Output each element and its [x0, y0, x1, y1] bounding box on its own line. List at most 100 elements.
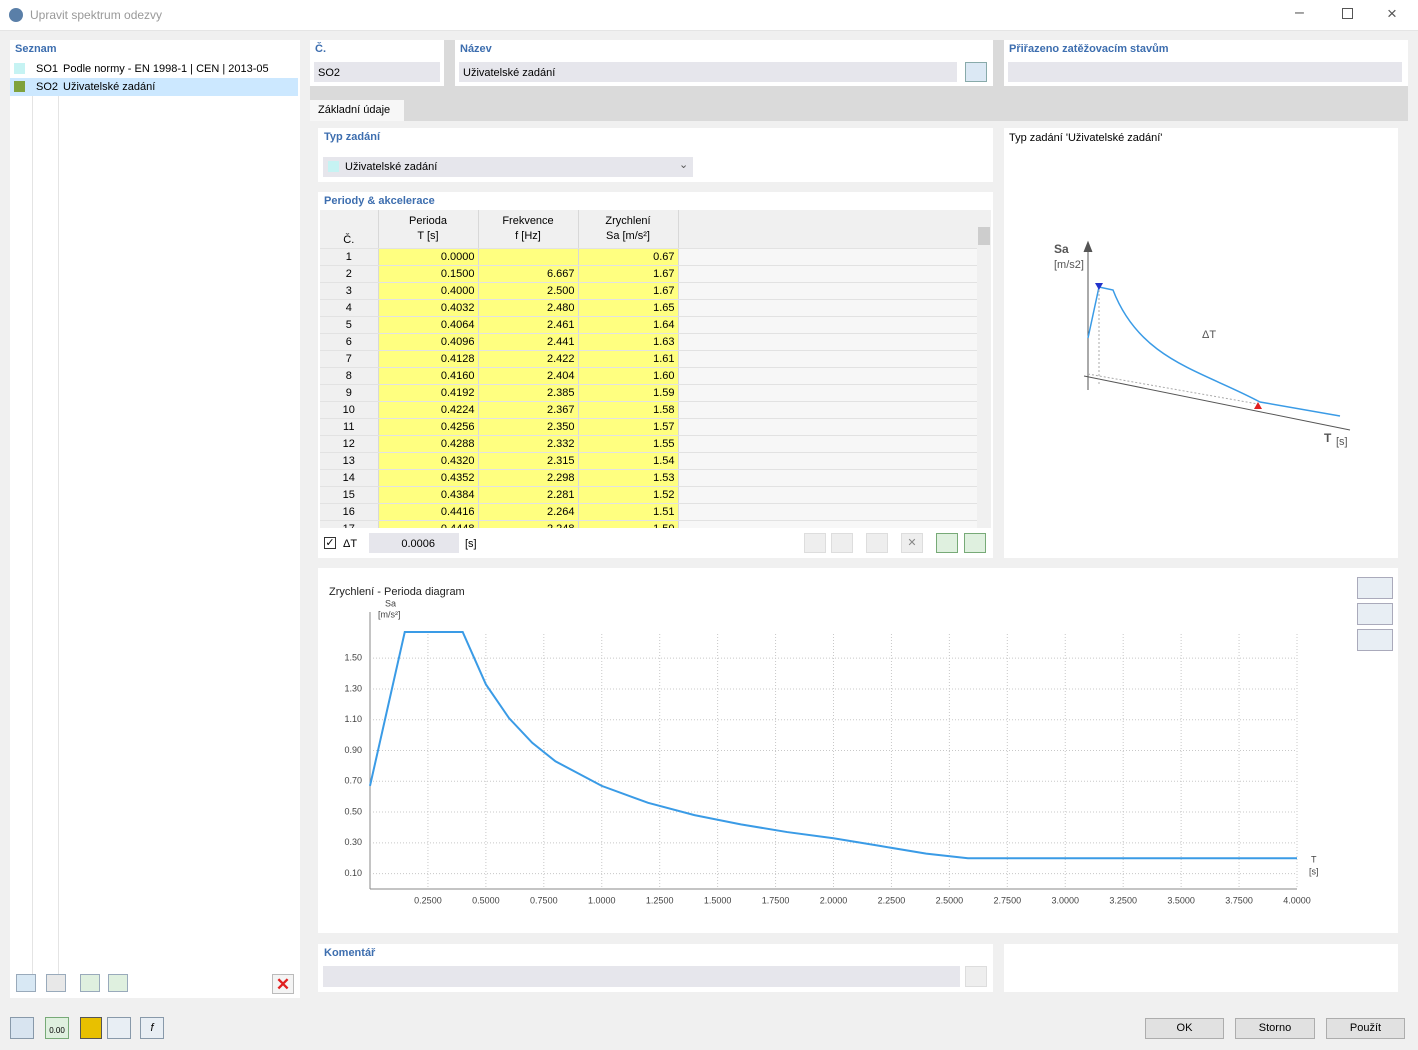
- table-cell: 1.52: [578, 486, 679, 504]
- title-bar: Upravit spektrum odezvy – ×: [0, 0, 1418, 31]
- maximize[interactable]: [1342, 8, 1353, 19]
- table-cell: 2.332: [478, 435, 579, 453]
- new-button[interactable]: [16, 974, 36, 992]
- header-text: f [Hz]: [515, 230, 541, 242]
- table-cell: [478, 248, 579, 266]
- table-cell: 0.4160: [378, 367, 479, 385]
- table-row: 15 0.4384 2.281 1.52: [320, 486, 977, 504]
- tool-button[interactable]: [866, 533, 888, 553]
- table-cell: 1.55: [578, 435, 679, 453]
- table-row: 14 0.4352 2.298 1.53: [320, 469, 977, 487]
- type-label: Typ zadání: [324, 131, 381, 143]
- table-cell: 11: [320, 418, 379, 436]
- table-cell: 2.441: [478, 333, 579, 351]
- table-panel: Periody & akcelerace Č. Perioda T [s] Frekv…: [318, 192, 993, 558]
- scrollbar[interactable]: [977, 210, 991, 528]
- header-cell: Zrychlení Sa [m/s²]: [578, 210, 679, 249]
- table-row: 3 0.4000 2.500 1.67: [320, 282, 977, 300]
- table-cell: 6.667: [478, 265, 579, 283]
- table-cell: [678, 282, 977, 300]
- tab[interactable]: Základní údaje: [310, 100, 404, 121]
- table-cell: [678, 333, 977, 351]
- table-cell: 1.51: [578, 503, 679, 521]
- list-item[interactable]: SO2 Uživatelské zadání: [10, 78, 298, 96]
- units-button[interactable]: 0.00: [45, 1017, 69, 1039]
- table-cell: 2.385: [478, 384, 579, 402]
- close[interactable]: ×: [1387, 4, 1397, 23]
- comment-button[interactable]: [965, 966, 987, 987]
- table-cell: 6: [320, 333, 379, 351]
- table-cell: 2: [320, 265, 379, 283]
- comment-label: Komentář: [324, 947, 376, 959]
- apply-button[interactable]: Použít: [1326, 1018, 1405, 1039]
- uncheck-button[interactable]: [108, 974, 128, 992]
- list-label: Uživatelské zadání: [63, 81, 156, 93]
- color-button[interactable]: [80, 1017, 102, 1039]
- minimize[interactable]: –: [1295, 4, 1304, 21]
- table-cell: 2.281: [478, 486, 579, 504]
- name-field[interactable]: Uživatelské zadání: [459, 62, 957, 82]
- export-button[interactable]: [964, 533, 986, 553]
- header-text: Č.: [343, 234, 355, 246]
- import-button[interactable]: [936, 533, 958, 553]
- number-label: Č.: [315, 43, 326, 55]
- function-button[interactable]: f: [140, 1017, 164, 1039]
- delete-button[interactable]: ✕: [272, 974, 294, 994]
- table-cell: 0.1500: [378, 265, 479, 283]
- table-cell: 8: [320, 367, 379, 385]
- list-swatch: [14, 81, 25, 92]
- table-cell: 1.57: [578, 418, 679, 436]
- tree-line: [58, 96, 59, 976]
- ok-button[interactable]: OK: [1145, 1018, 1224, 1039]
- chart-tool[interactable]: [1357, 577, 1393, 599]
- header-cell: Frekvence f [Hz]: [478, 210, 579, 249]
- delta-unit: [s]: [465, 538, 477, 550]
- help-button[interactable]: [10, 1017, 34, 1039]
- edit-button[interactable]: [965, 62, 987, 82]
- check-button[interactable]: [80, 974, 100, 992]
- table-cell: [678, 401, 977, 419]
- copy-button[interactable]: [46, 974, 66, 992]
- table-row: 16 0.4416 2.264 1.51: [320, 503, 977, 521]
- chart-panel: [318, 568, 1398, 933]
- blank-panel: [1004, 944, 1398, 992]
- table-cell: 0.0000: [378, 248, 479, 266]
- table: Č. Perioda T [s] Frekvence f [Hz] Zrychlení Sa…: [320, 210, 977, 528]
- table-cell: 1.67: [578, 265, 679, 283]
- table-cell: [678, 452, 977, 470]
- table-row: 9 0.4192 2.385 1.59: [320, 384, 977, 402]
- tool-button[interactable]: [831, 533, 853, 553]
- delta-field[interactable]: 0.0006: [369, 533, 459, 553]
- table-cell: [678, 384, 977, 402]
- table-cell: [678, 435, 977, 453]
- table-cell: 0.4352: [378, 469, 479, 487]
- cancel-button[interactable]: Storno: [1235, 1018, 1315, 1039]
- table-cell: 1.59: [578, 384, 679, 402]
- name-box: Název Uživatelské zadání: [455, 40, 993, 86]
- number-field[interactable]: SO2: [314, 62, 440, 82]
- tool-button[interactable]: [804, 533, 826, 553]
- scroll-thumb[interactable]: [978, 227, 990, 245]
- table-cell: 0.4384: [378, 486, 479, 504]
- header-cell: Perioda T [s]: [378, 210, 479, 249]
- app-icon: [9, 8, 23, 22]
- list-title: Seznam: [15, 43, 57, 55]
- table-cell: [678, 418, 977, 436]
- type-dropdown[interactable]: Uživatelské zadání ⌄: [323, 157, 693, 177]
- table-row: 8 0.4160 2.404 1.60: [320, 367, 977, 385]
- header-text: Perioda: [409, 215, 447, 227]
- preview-title: Typ zadání 'Uživatelské zadání': [1009, 132, 1163, 144]
- chart-tool[interactable]: [1357, 603, 1393, 625]
- table-cell: 2.248: [478, 520, 579, 528]
- table-cell: [678, 248, 977, 266]
- preview-panel: Typ zadání 'Uživatelské zadání': [1004, 128, 1398, 558]
- comment-field[interactable]: [323, 966, 960, 987]
- view-button[interactable]: [107, 1017, 131, 1039]
- print-tool[interactable]: [1357, 629, 1393, 651]
- delete-row-button[interactable]: ✕: [901, 533, 923, 553]
- table-cell: 5: [320, 316, 379, 334]
- type-swatch: [328, 161, 339, 172]
- assigned-field[interactable]: [1008, 62, 1402, 82]
- list-item[interactable]: SO1 Podle normy - EN 1998-1 | CEN | 2013-…: [10, 60, 298, 78]
- delta-checkbox[interactable]: ✓: [324, 537, 336, 549]
